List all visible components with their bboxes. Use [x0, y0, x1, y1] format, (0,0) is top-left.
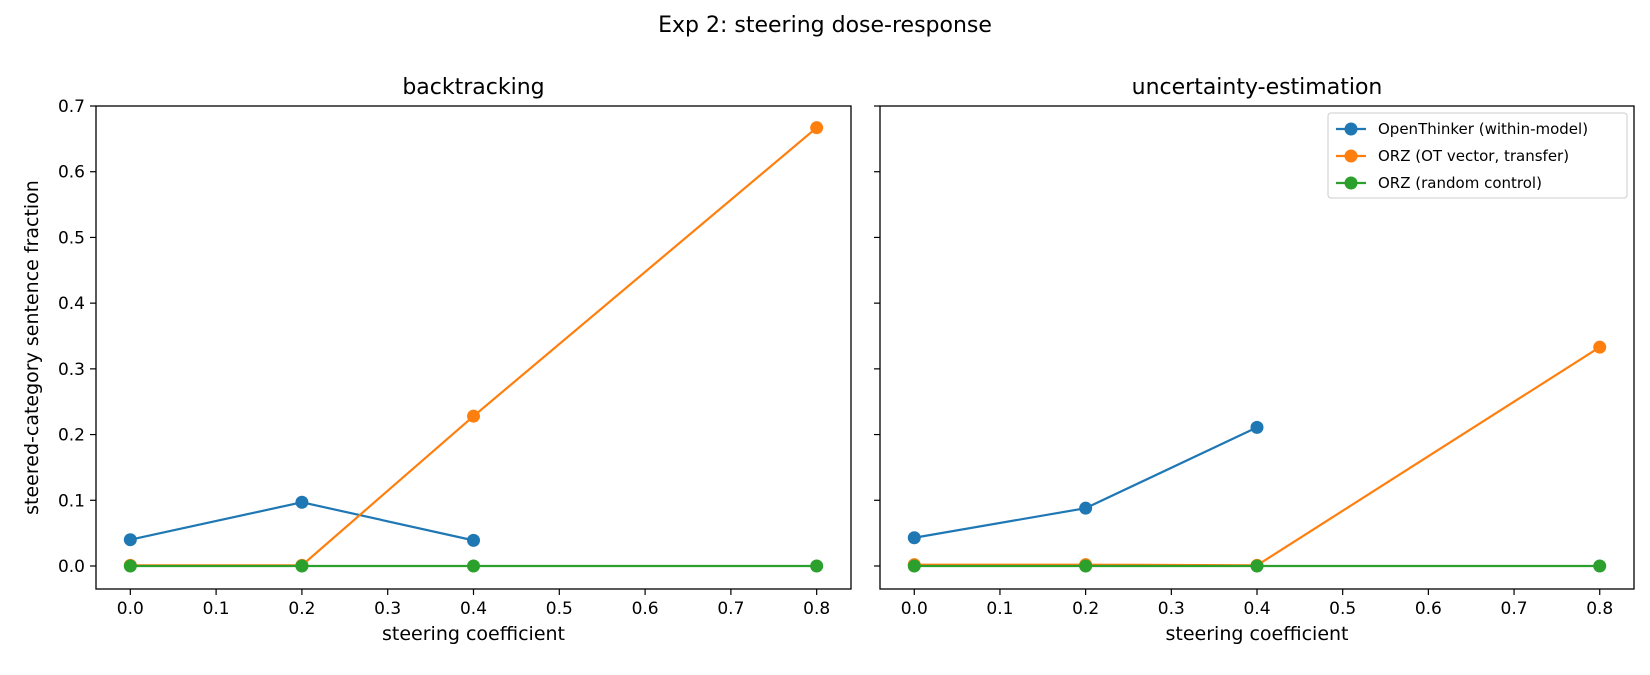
legend-label: ORZ (OT vector, transfer): [1378, 147, 1569, 165]
data-point: [467, 559, 480, 573]
series-line: [130, 126, 818, 567]
y-tick-label: 0.6: [58, 163, 85, 183]
x-tick-label: 0.5: [546, 599, 573, 619]
panel-title: backtracking: [402, 75, 544, 100]
y-tick-label: 0.7: [58, 97, 85, 117]
x-tick-label: 0.0: [901, 599, 928, 619]
data-point: [1079, 501, 1093, 515]
panel-title: uncertainty-estimation: [1132, 75, 1383, 100]
x-tick-label: 0.1: [986, 599, 1013, 619]
y-axis-label: steered-category sentence fraction: [21, 180, 43, 515]
plot-frame: [95, 105, 852, 590]
legend-item-orz-ot-vector-transfer: ORZ (OT vector, transfer): [1336, 147, 1569, 165]
series-orz-ot-vector-transfer: [907, 340, 1607, 572]
data-point: [1079, 559, 1093, 573]
x-tick-label: 0.4: [460, 599, 487, 619]
series-orz-ot-vector-transfer: [123, 121, 824, 572]
x-tick-label: 0.7: [1501, 599, 1528, 619]
legend-label: OpenThinker (within-model): [1378, 120, 1588, 138]
x-tick-label: 0.8: [1586, 599, 1613, 619]
series-line: [914, 426, 1258, 539]
x-axis-label: steering coefficient: [1166, 623, 1349, 645]
data-point: [1250, 559, 1264, 573]
x-tick-label: 0.6: [1415, 599, 1442, 619]
uncertainty-estimation-panel: uncertainty-estimation 0.0 0.1 0.2 0.3 0.4 0.5…: [874, 75, 1635, 645]
data-point: [1250, 420, 1264, 434]
data-point: [467, 409, 480, 423]
data-point: [907, 531, 921, 545]
legend-label: ORZ (random control): [1378, 174, 1542, 192]
data-point: [810, 121, 824, 135]
x-tick-label: 0.6: [632, 599, 659, 619]
data-point: [295, 559, 309, 573]
x-tick-label: 0.3: [374, 599, 401, 619]
legend-item-openthinker-within-model: OpenThinker (within-model): [1336, 120, 1588, 138]
data-point: [907, 559, 921, 573]
data-point: [810, 559, 824, 573]
x-tick-label: 0.4: [1243, 599, 1270, 619]
data-point: [1593, 559, 1607, 573]
x-tick-label: 0.7: [717, 599, 744, 619]
y-tick-label: 0.0: [58, 557, 85, 577]
series-orz-random-control: [907, 559, 1607, 573]
x-tick-label: 0.2: [1072, 599, 1099, 619]
backtracking-panel: backtracking 0.0 0.1 0.2 0.3 0.4 0.5 0.6 0.7 0.8 0…: [21, 75, 852, 645]
data-point: [123, 533, 137, 547]
legend-marker: [1344, 149, 1358, 163]
series-orz-random-control: [123, 559, 824, 573]
x-tick-label: 0.0: [117, 599, 144, 619]
y-tick-label: 0.4: [58, 294, 85, 314]
y-tick-label: 0.3: [58, 360, 85, 380]
data-point: [467, 533, 480, 547]
x-axis-label: steering coefficient: [382, 623, 565, 645]
legend-box: [1327, 112, 1628, 199]
x-tick-label: 0.8: [803, 599, 830, 619]
y-tick-label: 0.2: [58, 426, 85, 446]
x-tick-label: 0.5: [1329, 599, 1356, 619]
legend: OpenThinker (within-model) ORZ (OT vector…: [1327, 112, 1628, 199]
plot-frame: [879, 105, 1635, 590]
legend-marker: [1344, 122, 1358, 136]
series-openthinker-within-model: [123, 495, 480, 547]
x-tick-label: 0.3: [1158, 599, 1185, 619]
y-tick-label: 0.1: [58, 491, 85, 511]
data-point: [123, 559, 137, 573]
legend-item-orz-random-control: ORZ (random control): [1336, 174, 1542, 192]
data-point: [295, 495, 309, 509]
series-openthinker-within-model: [907, 420, 1264, 545]
figure-title: Exp 2: steering dose-response: [658, 13, 992, 38]
data-point: [1593, 340, 1607, 354]
y-tick-label: 0.5: [58, 228, 85, 248]
x-tick-label: 0.1: [203, 599, 230, 619]
legend-marker: [1344, 176, 1358, 190]
series-line: [914, 346, 1601, 567]
x-tick-label: 0.2: [288, 599, 315, 619]
